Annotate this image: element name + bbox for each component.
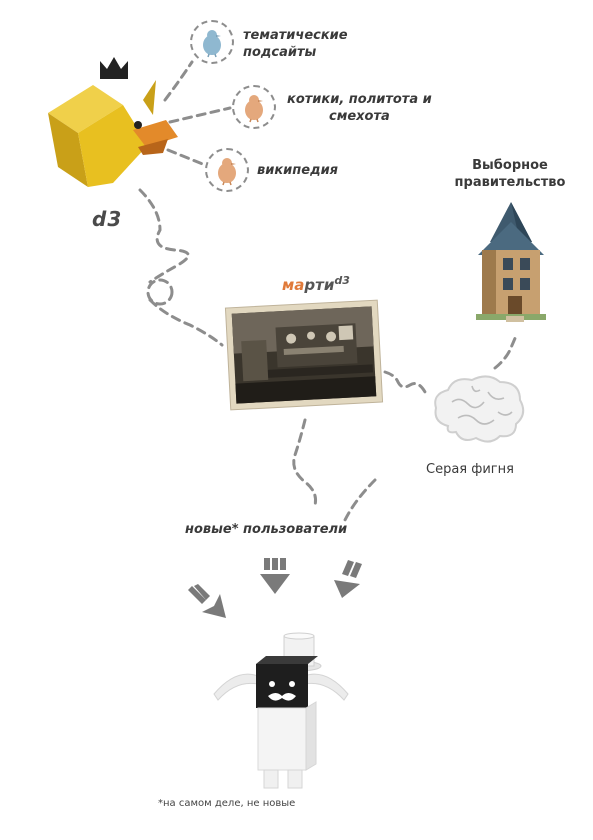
marti-photo[interactable] [222,298,387,413]
marti-title-sup: d3 [334,274,350,287]
marti-title-rest: рти [304,276,335,294]
footnote: *на самом деле, не новые [158,798,296,809]
link-marti-users [292,418,317,507]
mascot-icon[interactable] [206,628,356,790]
link-duck-subsite-1 [163,60,194,102]
bird-icon [218,158,236,186]
arrow-down-right-icon [334,560,362,598]
marti-title-accent: ма [282,276,305,294]
house-icon[interactable] [470,200,552,324]
link-marti-brain [383,370,427,394]
link-duck-marti [138,188,224,347]
crown-icon [100,57,128,79]
marti-title: мартиd3 [282,274,350,294]
government-label: Выборное правительство [454,158,566,190]
arrow-down-icon [260,558,290,594]
subsite-label-2: котики, политота и смехота [287,92,432,124]
brain-label: Серая фигня [426,462,514,477]
bird-icon [245,95,263,123]
users-label: новые* пользователи [185,522,348,537]
link-brain-users [343,478,377,522]
link-duck-subsite-3 [166,148,207,167]
link-brain-government [493,334,518,370]
duck-icon[interactable] [38,75,178,195]
subsite-label-3: википедия [257,163,339,178]
d3-label: d3 [92,207,123,231]
link-duck-subsite-2 [168,106,232,124]
link-loop [146,278,174,306]
brain-icon[interactable] [428,372,528,450]
bird-icon [203,30,221,58]
arrow-down-left-icon [188,584,226,618]
subsite-label-1: тематические подсайты [243,28,348,60]
